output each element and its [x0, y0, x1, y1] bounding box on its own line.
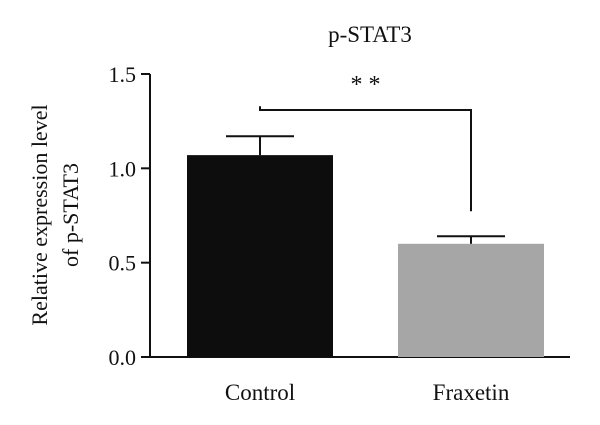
- x-tick-label: Fraxetin: [433, 380, 510, 405]
- y-axis-label-line-1: Relative expression level: [27, 104, 52, 325]
- plot-area: 0.0 0.5 1.0 1.5 Control Fraxetin * *: [109, 62, 570, 405]
- significance-label: * *: [351, 72, 381, 98]
- bar-control: [187, 155, 333, 357]
- x-tick-label: Control: [225, 380, 295, 405]
- y-tick-label: 1.5: [109, 62, 137, 87]
- significance-bracket: [259, 106, 472, 212]
- y-tick-label: 0.0: [109, 345, 137, 370]
- y-tick-label: 0.5: [109, 251, 137, 276]
- bar-fraxetin: [398, 243, 544, 357]
- chart-title: p-STAT3: [328, 22, 412, 47]
- y-tick-label: 1.0: [109, 156, 137, 181]
- y-axis-label-line-2: of p-STAT3: [58, 163, 83, 267]
